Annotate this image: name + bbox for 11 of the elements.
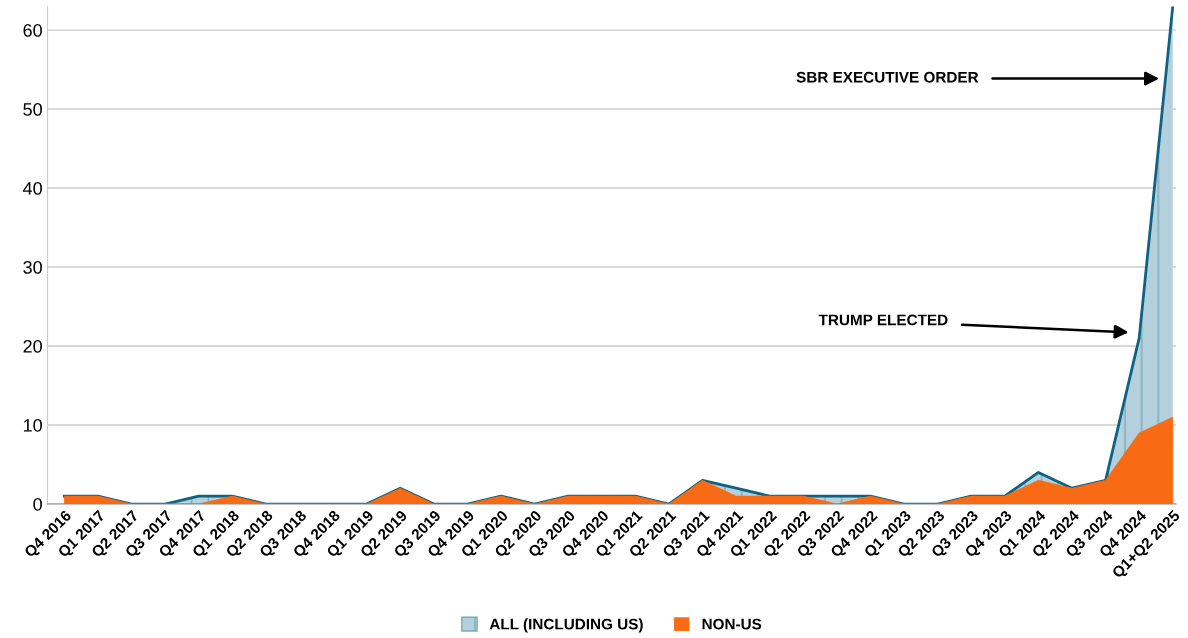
y-tick-label: 0 — [33, 497, 42, 511]
y-tick-label: 50 — [23, 103, 42, 116]
annotation: SBR EXECUTIVE ORDER — [796, 71, 979, 83]
y-tick-label: 30 — [23, 260, 42, 274]
legend-label: ALL (INCLUDING US) — [489, 618, 643, 633]
y-tick-label: 40 — [22, 181, 42, 195]
y-tick-label: 20 — [23, 339, 42, 353]
annotation: TRUMP ELECTED — [818, 314, 948, 326]
y-tick-label: 10 — [23, 418, 42, 432]
y-tick-label: 60 — [23, 24, 42, 37]
legend-label: NON-US — [702, 618, 762, 630]
